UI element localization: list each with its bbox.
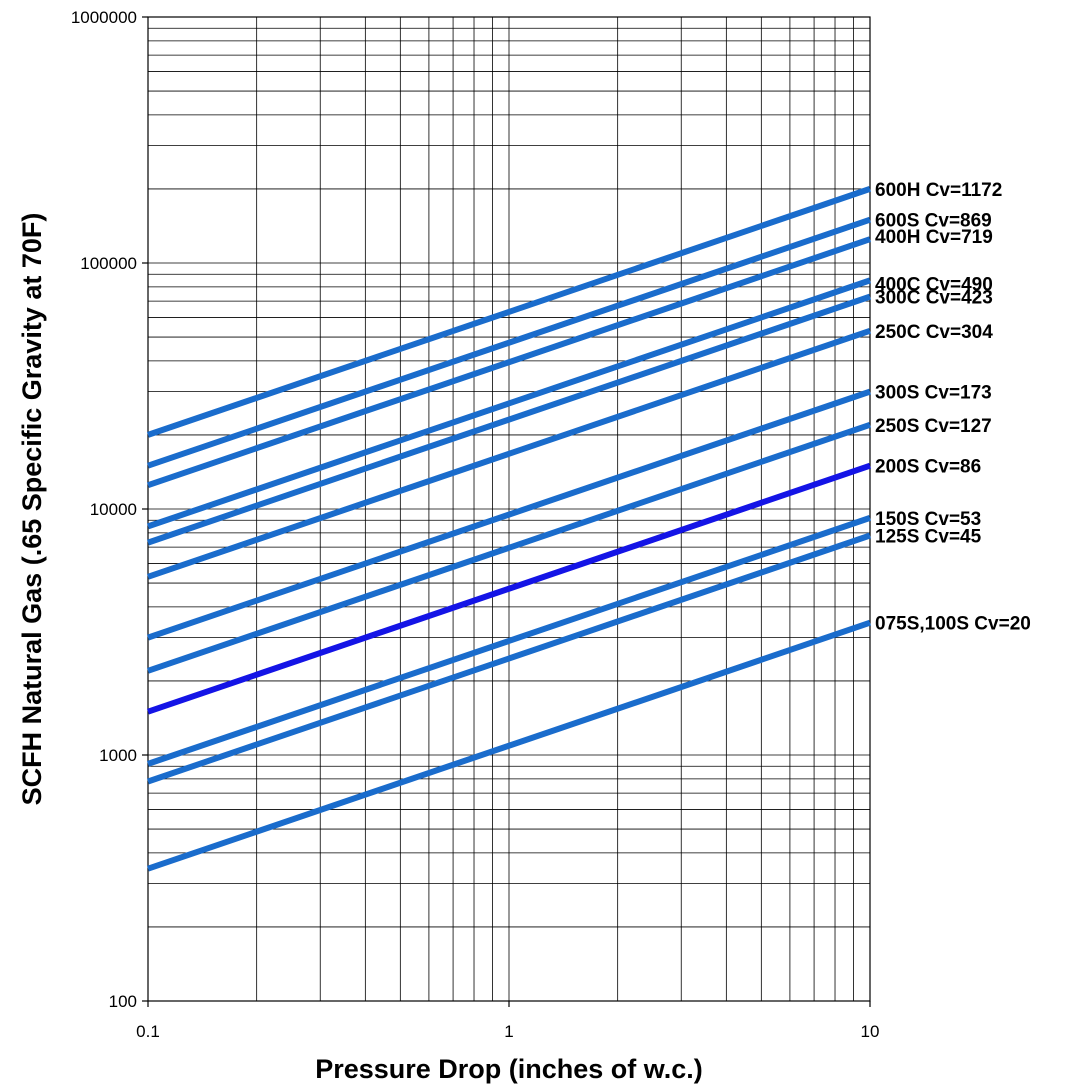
tick-labels: 100 1000 10000 100000 1000000 0.1 1 10 [71,8,880,1041]
series-label: 400C Cv=490 [875,274,993,295]
y-tick-label: 1000000 [71,8,137,27]
y-tick-label: 100000 [80,254,137,273]
series-label: 250C Cv=304 [875,322,993,343]
y-tick-label: 10000 [90,500,137,519]
series-label: 250S Cv=127 [875,416,992,437]
series-line [147,216,871,469]
series-label: 300C Cv=423 [875,288,993,309]
y-tick-label: 100 [109,992,137,1011]
series-label: 600S Cv=869 [875,211,992,232]
series-line [147,277,871,530]
series-lines [147,186,871,872]
x-tick-label: 0.1 [136,1022,160,1041]
series-label: 300S Cv=173 [875,383,992,404]
series-line [147,186,871,438]
x-tick-label: 1 [504,1022,513,1041]
series-line [147,515,871,767]
series-line [147,236,871,489]
series-line [147,388,871,641]
series-line [147,293,871,546]
x-axis-title: Pressure Drop (inches of w.c.) [315,1054,703,1084]
series-line [147,619,871,872]
series-label: 200S Cv=86 [875,457,981,478]
series-label: 075S,100S Cv=20 [875,614,1031,635]
series-label: 600H Cv=1172 [875,180,1002,201]
series-line [147,421,871,674]
series-line [147,532,871,785]
series-label: 400H Cv=719 [875,227,993,248]
series-line [147,462,871,715]
y-tick-label: 1000 [99,746,137,765]
series-label: 125S Cv=45 [875,527,982,548]
y-axis-title: SCFH Natural Gas (.65 Specific Gravity a… [17,213,47,806]
x-tick-label: 10 [861,1022,880,1041]
series-line [147,327,871,580]
axis-tick-marks [142,16,871,1007]
series-label: 150S Cv=53 [875,509,981,530]
grid [148,17,870,1001]
